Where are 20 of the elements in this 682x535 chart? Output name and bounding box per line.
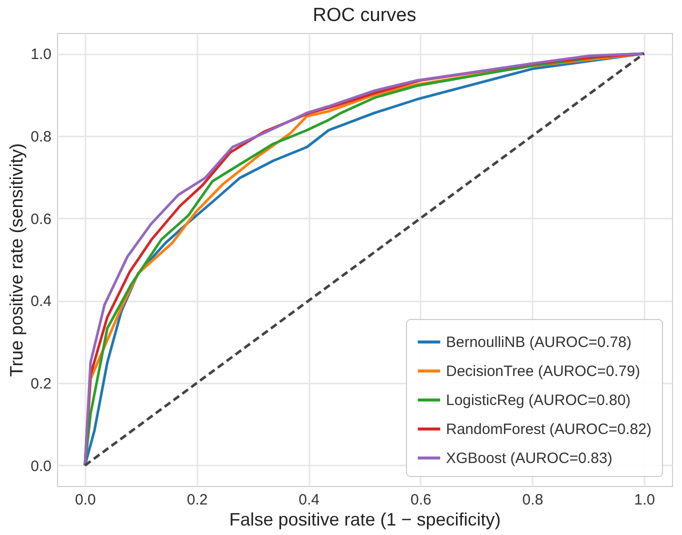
y-tick-label: 0.0	[30, 458, 52, 475]
x-tick-label: 0.0	[75, 492, 96, 508]
legend-label: BernoulliNB (AUROC=0.78)	[446, 334, 632, 351]
y-tick-label: 0.4	[30, 293, 52, 310]
y-tick-label: 0.6	[30, 210, 52, 228]
y-tick-label: 0.2	[30, 376, 52, 393]
x-tick-label: 1.0	[634, 492, 655, 508]
x-tick-label: 0.6	[410, 492, 432, 508]
chart-title: ROC curves	[312, 5, 416, 26]
x-axis-title: False positive rate (1 − specificity)	[229, 510, 501, 530]
x-tick-label: 0.8	[522, 492, 544, 508]
y-axis-title: True positive rate (sensitivity)	[6, 143, 27, 377]
legend-label: LogisticReg (AUROC=0.80)	[446, 392, 631, 409]
x-tick-label: 0.2	[186, 492, 208, 508]
x-tick-label: 0.4	[298, 492, 320, 508]
y-tick-label: 1.0	[30, 46, 52, 64]
legend-label: DecisionTree (AUROC=0.79)	[446, 363, 640, 380]
legend-label: RandomForest (AUROC=0.82)	[446, 421, 652, 438]
legend-label: XGBoost (AUROC=0.83)	[446, 450, 612, 467]
y-tick-label: 0.8	[30, 128, 52, 146]
